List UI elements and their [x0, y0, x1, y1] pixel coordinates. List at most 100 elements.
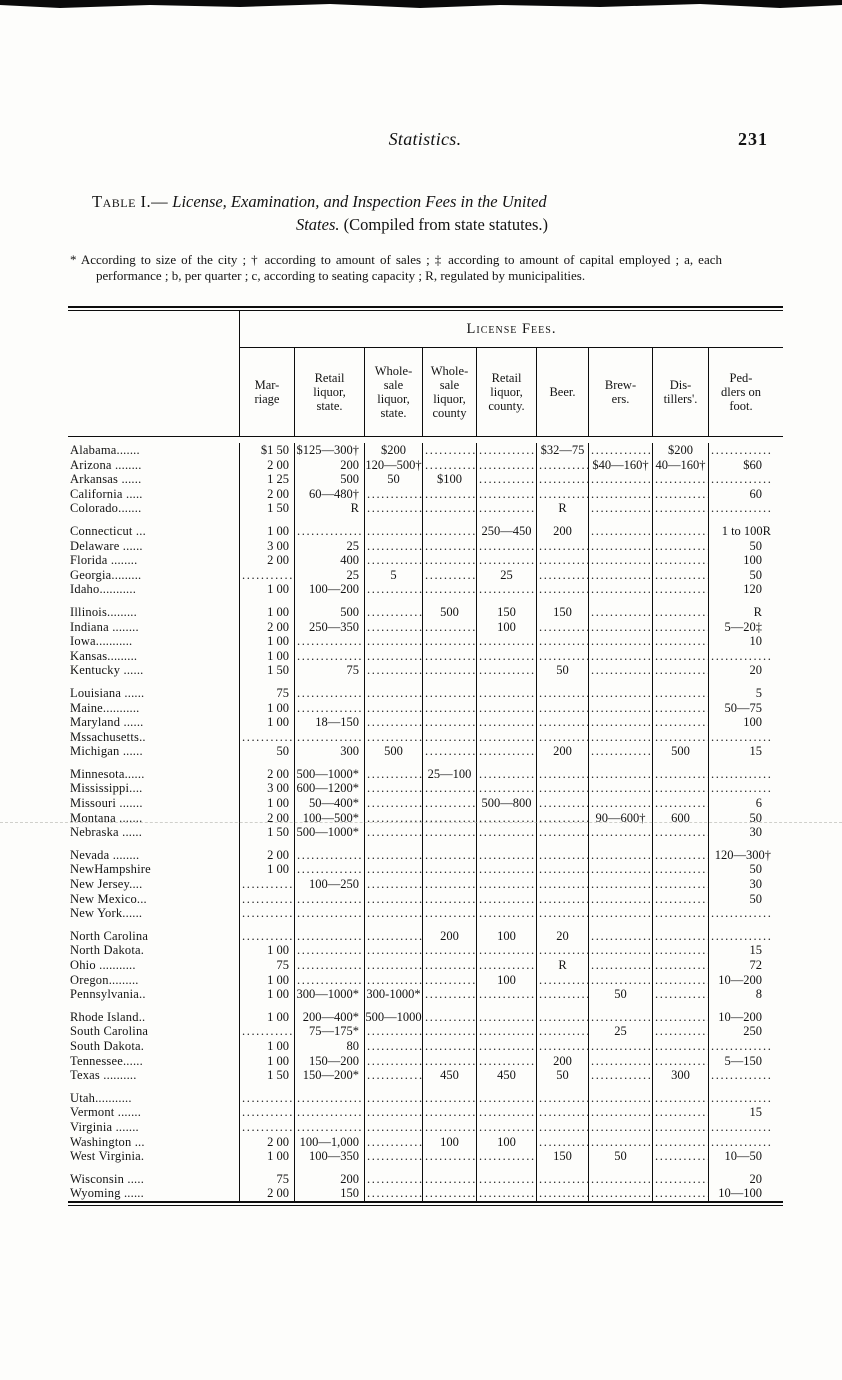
table-title-paren: (Compiled from state statutes.): [339, 215, 549, 234]
fee-cell: 3 00: [267, 781, 289, 796]
fee-cell: 6: [708, 796, 773, 811]
fee-cell: [708, 928, 773, 944]
fee-cell: [652, 523, 708, 539]
fee-cell: 2 00: [267, 766, 289, 781]
fee-cell: [588, 1001, 652, 1010]
fee-cell: [294, 862, 364, 878]
fee-cell: [588, 1163, 652, 1172]
fee-cell: [364, 677, 422, 686]
fee-cell: 150: [294, 1186, 364, 1201]
state-label: [68, 1001, 240, 1010]
fee-cell: [364, 1149, 422, 1164]
fee-cell: [588, 1134, 652, 1150]
fee-cell: [476, 515, 536, 524]
fee-cell: [708, 515, 773, 524]
license-fees-table: License Fees. Mar- riage Retail liquor, s…: [68, 306, 783, 1206]
fee-cell: [422, 715, 476, 730]
fee-cell: [588, 596, 652, 605]
fee-cell: [294, 1082, 364, 1091]
fee-cell: [240, 929, 294, 944]
fee-cell: [708, 729, 773, 745]
fee-cell: [364, 877, 422, 892]
fee-cell: [588, 920, 652, 929]
table-row: NewHampshire 1 00 50: [68, 862, 783, 878]
fee-cell: [652, 567, 708, 583]
fee-cell: [652, 1105, 708, 1120]
fee-cell: [652, 766, 708, 782]
fee-cell: [364, 582, 422, 597]
fee-cell: [536, 486, 588, 502]
fee-cell: 100—200: [294, 582, 364, 597]
table-row: South Dakota. 1 00 80: [68, 1038, 783, 1054]
fee-cell: [422, 1171, 476, 1187]
fee-cell: 10—50: [708, 1149, 773, 1164]
fee-cell: [476, 582, 536, 597]
state-label: Texas ..........: [68, 1068, 240, 1083]
state-label: Florida ........: [68, 553, 240, 568]
fee-cell: 75—175*: [294, 1024, 364, 1039]
fee-cell: [294, 920, 364, 929]
fee-cell: [422, 877, 476, 892]
fee-cell: $40—160†: [588, 457, 652, 473]
fee-cell: 80: [294, 1038, 364, 1054]
state-label: Arizona ........: [68, 457, 240, 473]
fee-cell: $200: [364, 443, 422, 458]
fee-cell: [476, 943, 536, 958]
fee-cell: [588, 663, 652, 678]
fee-cell: [708, 1068, 773, 1083]
fee-cell: [240, 730, 294, 745]
fee-cell: 500—800: [476, 796, 536, 811]
fee-cell: R: [708, 604, 773, 620]
fee-cell: [422, 663, 476, 678]
fee-cell: [708, 839, 773, 848]
fee-cell: [240, 1083, 294, 1091]
fee-cell: $60: [708, 457, 773, 473]
fee-cell: 60: [708, 486, 773, 502]
fee-cell: [294, 523, 364, 539]
fee-cell: 50: [708, 862, 773, 878]
fee-cell: [422, 1163, 476, 1172]
fee-cell: 150—200*: [294, 1068, 364, 1083]
fee-cell: [652, 729, 708, 745]
column-header: Retail liquor, county.: [476, 348, 536, 436]
state-label: New Mexico...: [68, 891, 240, 907]
fee-cell: 1 50: [267, 1068, 289, 1083]
fee-cell: [422, 619, 476, 635]
fee-cell: [652, 538, 708, 554]
state-label: Delaware ......: [68, 538, 240, 554]
fee-cell: [294, 700, 364, 716]
fee-cell: [652, 928, 708, 944]
fee-cell: [476, 501, 536, 516]
fee-cell: [240, 906, 294, 921]
fee-cell: [294, 634, 364, 649]
fee-cell: [476, 758, 536, 767]
fee-cell: [652, 839, 708, 848]
fee-cell: [422, 685, 476, 701]
fee-cell: 450: [476, 1068, 536, 1083]
fee-cell: [652, 604, 708, 620]
group-spacer-row: [68, 920, 783, 929]
fee-cell: 100: [476, 1134, 536, 1150]
fee-cell: [536, 472, 588, 487]
fee-cell: [364, 825, 422, 840]
fee-cell: [294, 677, 364, 686]
fee-cell: 1 00: [267, 700, 289, 715]
table-row: Oregon......... 1 00 100 10—200: [68, 972, 783, 988]
state-label: Georgia.........: [68, 567, 240, 583]
fee-cell: [422, 567, 476, 583]
table-row: New Mexico... 50: [68, 891, 783, 907]
fee-cell: [652, 1149, 708, 1164]
table-row: Delaware ...... 3 00 25 50: [68, 538, 783, 554]
state-label: [68, 839, 240, 848]
fee-cell: 300: [294, 744, 364, 759]
table-row: New York......: [68, 906, 783, 921]
fee-cell: [588, 1053, 652, 1069]
fee-cell: [422, 987, 476, 1002]
fee-cell: [536, 891, 588, 907]
fee-cell: [364, 1163, 422, 1172]
state-label: Oregon.........: [68, 972, 240, 988]
fee-cell: [364, 943, 422, 958]
fee-cell: 500—1000: [364, 1009, 422, 1025]
fee-cell: 200: [294, 1171, 364, 1187]
fee-cell: 1 00: [267, 604, 289, 619]
